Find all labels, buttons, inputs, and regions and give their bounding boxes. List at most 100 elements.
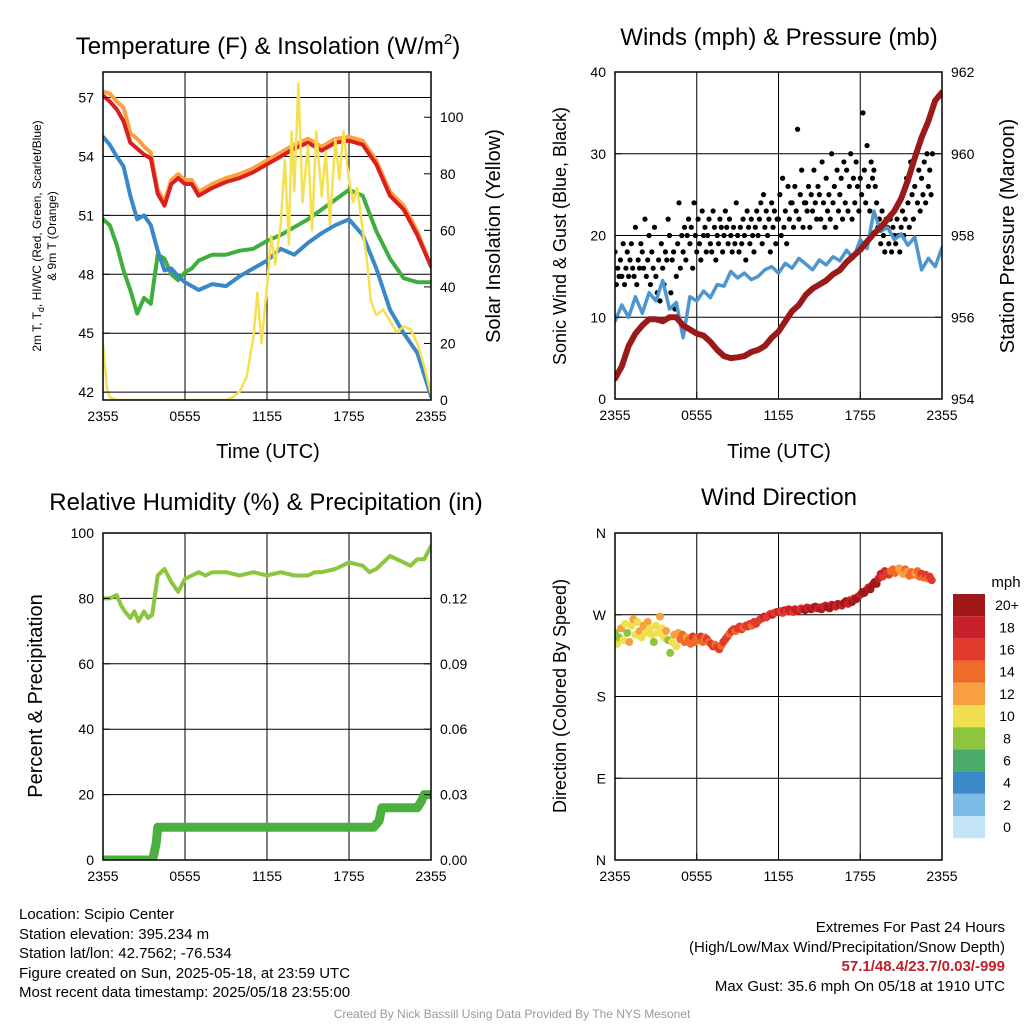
gust-point [726,216,733,222]
temperature-y-tick-label-right: 80 [440,166,456,182]
temperature-y-axis-label-left-line2: & 9m T (Orange) [45,191,59,281]
wind-direction-point [932,0,940,4]
gust-point [777,192,783,198]
winds-y-tick-label-right: 954 [951,391,975,407]
gust-point [830,200,836,206]
gust-point [826,192,832,198]
gust-point [781,224,787,230]
gust-point [874,200,880,206]
speed-legend-label: 4 [1003,775,1011,791]
gust-point [617,257,624,263]
gust-point [782,208,788,214]
gust-point [765,232,771,239]
humidity-grid [103,533,431,860]
gust-point [628,241,634,247]
gust-point [750,232,756,239]
gust-point [733,200,739,206]
gust-point [623,265,629,271]
gust-point [864,142,870,149]
gust-point [676,200,682,206]
gust-point [754,208,760,214]
gust-point [823,175,829,181]
gust-point [842,200,848,206]
gust-point [857,175,863,181]
gust-point [929,151,936,157]
gust-point [717,216,723,222]
gust-point [705,232,711,239]
gust-point [803,200,809,206]
gust-point [647,281,654,288]
speed-legend-swatch [953,594,985,617]
gust-point [699,208,705,214]
gust-point [740,216,746,222]
gust-point [729,249,735,255]
temperature-x-tick-label: 1755 [333,408,364,424]
gust-point [669,257,675,263]
gust-point [679,232,685,239]
gust-point [649,249,655,255]
temperature-x-tick-label: 1155 [252,408,282,424]
humidity-series [103,544,431,860]
gust-point [634,281,640,288]
gust-point [819,159,825,165]
gust-point [771,208,778,214]
gust-point [632,224,639,230]
gust-point [853,159,859,165]
winds-y-tick-label-right: 956 [951,309,975,325]
speed-legend-swatch [953,705,985,728]
speed-legend-label: 8 [1003,730,1011,746]
gust-point [650,265,656,271]
temperature-x-tick-label: 0555 [169,408,200,424]
gust-point [620,241,626,247]
gust-point [685,216,692,222]
most-recent-timestamp: Most recent data timestamp: 2025/05/18 2… [19,984,351,1001]
station-latlon: Station lat/lon: 42.7562; -76.534 [19,945,232,962]
gust-point [839,216,846,222]
figure-created: Figure created on Sun, 2025-05-18, at 23… [19,964,351,982]
gust-point [675,241,681,247]
gust-point [683,257,689,263]
speed-legend-label: 10 [999,708,1015,724]
gust-point [899,208,906,214]
gust-point [880,232,887,239]
gust-point [752,224,758,230]
gust-point [707,241,713,247]
gust-point [827,216,833,222]
gust-point [763,208,769,214]
gust-point [751,249,757,255]
gust-point [848,151,854,157]
gust-point [756,216,763,222]
wind-direction-point [672,642,681,651]
gust-point [846,183,852,190]
wind-direction-y-axis-label-left: Direction (Colored By Speed) [550,579,570,813]
gust-point [925,183,931,190]
humidity-x-tick-label: 0555 [169,868,200,884]
gust-point [696,241,703,247]
wind-direction-title: Wind Direction [701,484,857,511]
temperature-y-tick-label-left: 48 [78,266,94,282]
gust-point [769,200,775,206]
gust-point [786,216,793,222]
gust-point [797,192,803,198]
gust-point [809,208,816,214]
temperature-y-tick-label-left: 54 [78,148,94,164]
gust-point [653,273,659,279]
winds-y-tick-label-right: 960 [951,146,975,162]
gust-point [760,192,767,198]
wind-direction-point [643,618,652,627]
gust-point [684,232,690,239]
gust-point [745,224,752,230]
gust-point [879,208,885,214]
humidity-x-tick-label: 1755 [333,868,364,884]
gust-point [898,224,904,230]
gust-point [800,224,806,230]
gust-point [657,298,663,304]
humidity-series-line-0 [103,544,431,624]
gust-point [713,257,719,263]
gust-point [773,241,779,247]
gust-point [630,265,636,271]
wind-direction-point [647,630,656,639]
wind-direction-point [927,576,936,585]
wind-direction-point [623,628,632,637]
